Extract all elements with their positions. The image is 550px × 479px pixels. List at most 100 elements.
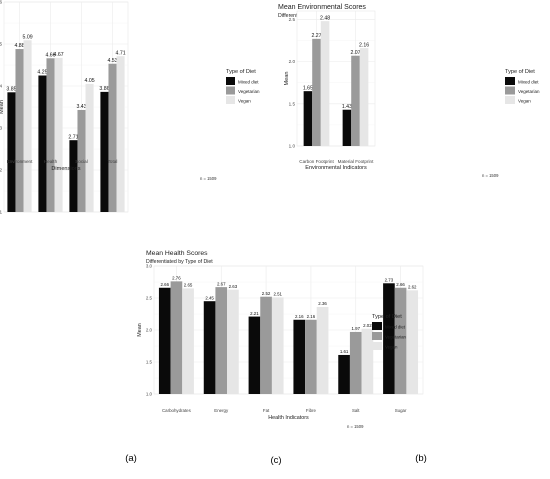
panel-label: (c) [270,455,281,466]
data-label: 5.09 [23,34,33,40]
legend-swatch [226,96,235,104]
legend-label: Vegan [518,98,531,103]
legend-swatch [505,77,515,85]
y-tick-label: 1 [0,210,2,215]
data-label: 2.16 [295,314,304,319]
legend-title: Type of Diet [372,314,402,320]
data-label: 1.43 [342,104,352,110]
chart-title: Mean Environmental Scores [278,4,366,11]
legend-title: Type of Diet [505,69,535,75]
x-axis-label: Dimensions [51,166,80,172]
chart-title: Mean Health Scores [146,250,208,257]
data-label: 2.66 [160,282,169,287]
data-label: 2.07 [350,50,360,56]
bar-mixed-diet [203,301,216,394]
x-tick-label: Total [108,159,118,164]
data-label: 2.51 [273,292,282,297]
data-label: 2.76 [172,276,181,281]
y-tick-label: 1.0 [289,144,296,149]
chart-panel-2: Mean Environmental ScoresDifferentiated … [278,4,540,464]
data-label: 4.66 [45,52,55,58]
bar-vegan [23,40,32,212]
data-label: 2.52 [262,291,271,296]
x-tick-label: Health [44,159,58,164]
data-label: 1.65 [303,85,313,91]
legend-swatch [372,322,382,330]
x-tick-label: Environment [7,159,34,164]
data-label: 4.88 [14,43,24,49]
bar-vegan [182,288,194,394]
x-tick-label: Fat [263,408,270,413]
data-label: 2.21 [250,311,259,316]
data-label: 2.27 [311,33,321,39]
legend-label: Vegan [238,98,251,103]
bar-vegetarian [108,63,117,212]
data-label: 2.16 [307,314,316,319]
x-tick-label: Social [75,159,88,164]
chart-subtitle: Differentiated by Type of Diet [146,259,213,265]
bar-mixed-diet [7,92,16,212]
data-label: 2.16 [359,42,369,48]
data-label: 2.66 [396,282,405,287]
data-label: 3.85 [6,87,16,93]
data-label: 3.86 [99,86,109,92]
y-tick-label: 2.5 [289,17,296,22]
x-tick-label: Carbon Footprint [299,159,334,164]
y-tick-label: 4 [0,84,2,89]
bar-mixed-diet [383,283,395,394]
bar-vegetarian [215,287,228,394]
bar-mixed-diet [69,140,78,212]
bar-vegan [359,48,369,146]
x-axis-label: Environmental Indicators [305,165,367,171]
bar-mixed-diet [248,316,261,394]
bar-vegetarian [349,331,362,394]
bar-mixed-diet [338,354,350,394]
bar-vegan [271,297,284,394]
bar-vegetarian [170,281,183,394]
y-tick-label: 1.5 [289,101,296,106]
y-tick-label: 3.0 [146,264,153,269]
data-label: 2.73 [385,277,394,282]
y-tick-label: 2.0 [289,59,296,64]
legend-label: Vegetarian [518,89,540,94]
legend-swatch [505,96,515,104]
legend-swatch [505,86,515,95]
legend-label: Vegetarian [385,334,407,339]
chart-panel-3: Mean Health Scores Differentiated by Type… [137,250,424,466]
y-tick-label: 1.0 [146,392,153,397]
data-label: 2.65 [184,283,193,288]
data-label: 2.48 [320,15,330,21]
sample-size-note: n = 1509 [482,173,499,178]
y-tick-label: 3 [0,126,2,131]
bar-mixed-diet [303,91,313,146]
data-label: 4.67 [54,52,64,58]
bar-vegetarian [394,287,407,394]
data-label: 2.02 [363,323,372,328]
legend-label: Mixed diet [238,79,259,84]
data-label: 2.67 [217,281,226,286]
y-tick-label: 2 [0,168,2,173]
data-label: 4.53 [107,58,117,64]
y-tick-label: 6 [0,0,2,5]
legend-swatch [226,86,235,95]
panel-label: (a) [125,453,137,464]
data-label: 3.43 [76,104,86,110]
x-tick-label: Carbohydrates [162,408,192,413]
data-label: 1.61 [340,349,349,354]
bar-vegetarian [15,49,24,212]
x-tick-label: Sugar [395,408,407,413]
y-tick-label: 2.0 [146,328,153,333]
bar-vegetarian [305,319,317,394]
data-label: 4.05 [85,78,95,84]
bar-vegetarian [77,109,86,212]
data-label: 2.62 [408,285,417,290]
bar-mixed-diet [38,75,47,212]
x-tick-label: Material Footprint [338,159,374,164]
legend-label: Vegan [385,344,398,349]
bar-mixed-diet [100,91,109,212]
x-tick-label: Energy [214,408,229,413]
bar-vegan [316,306,329,394]
